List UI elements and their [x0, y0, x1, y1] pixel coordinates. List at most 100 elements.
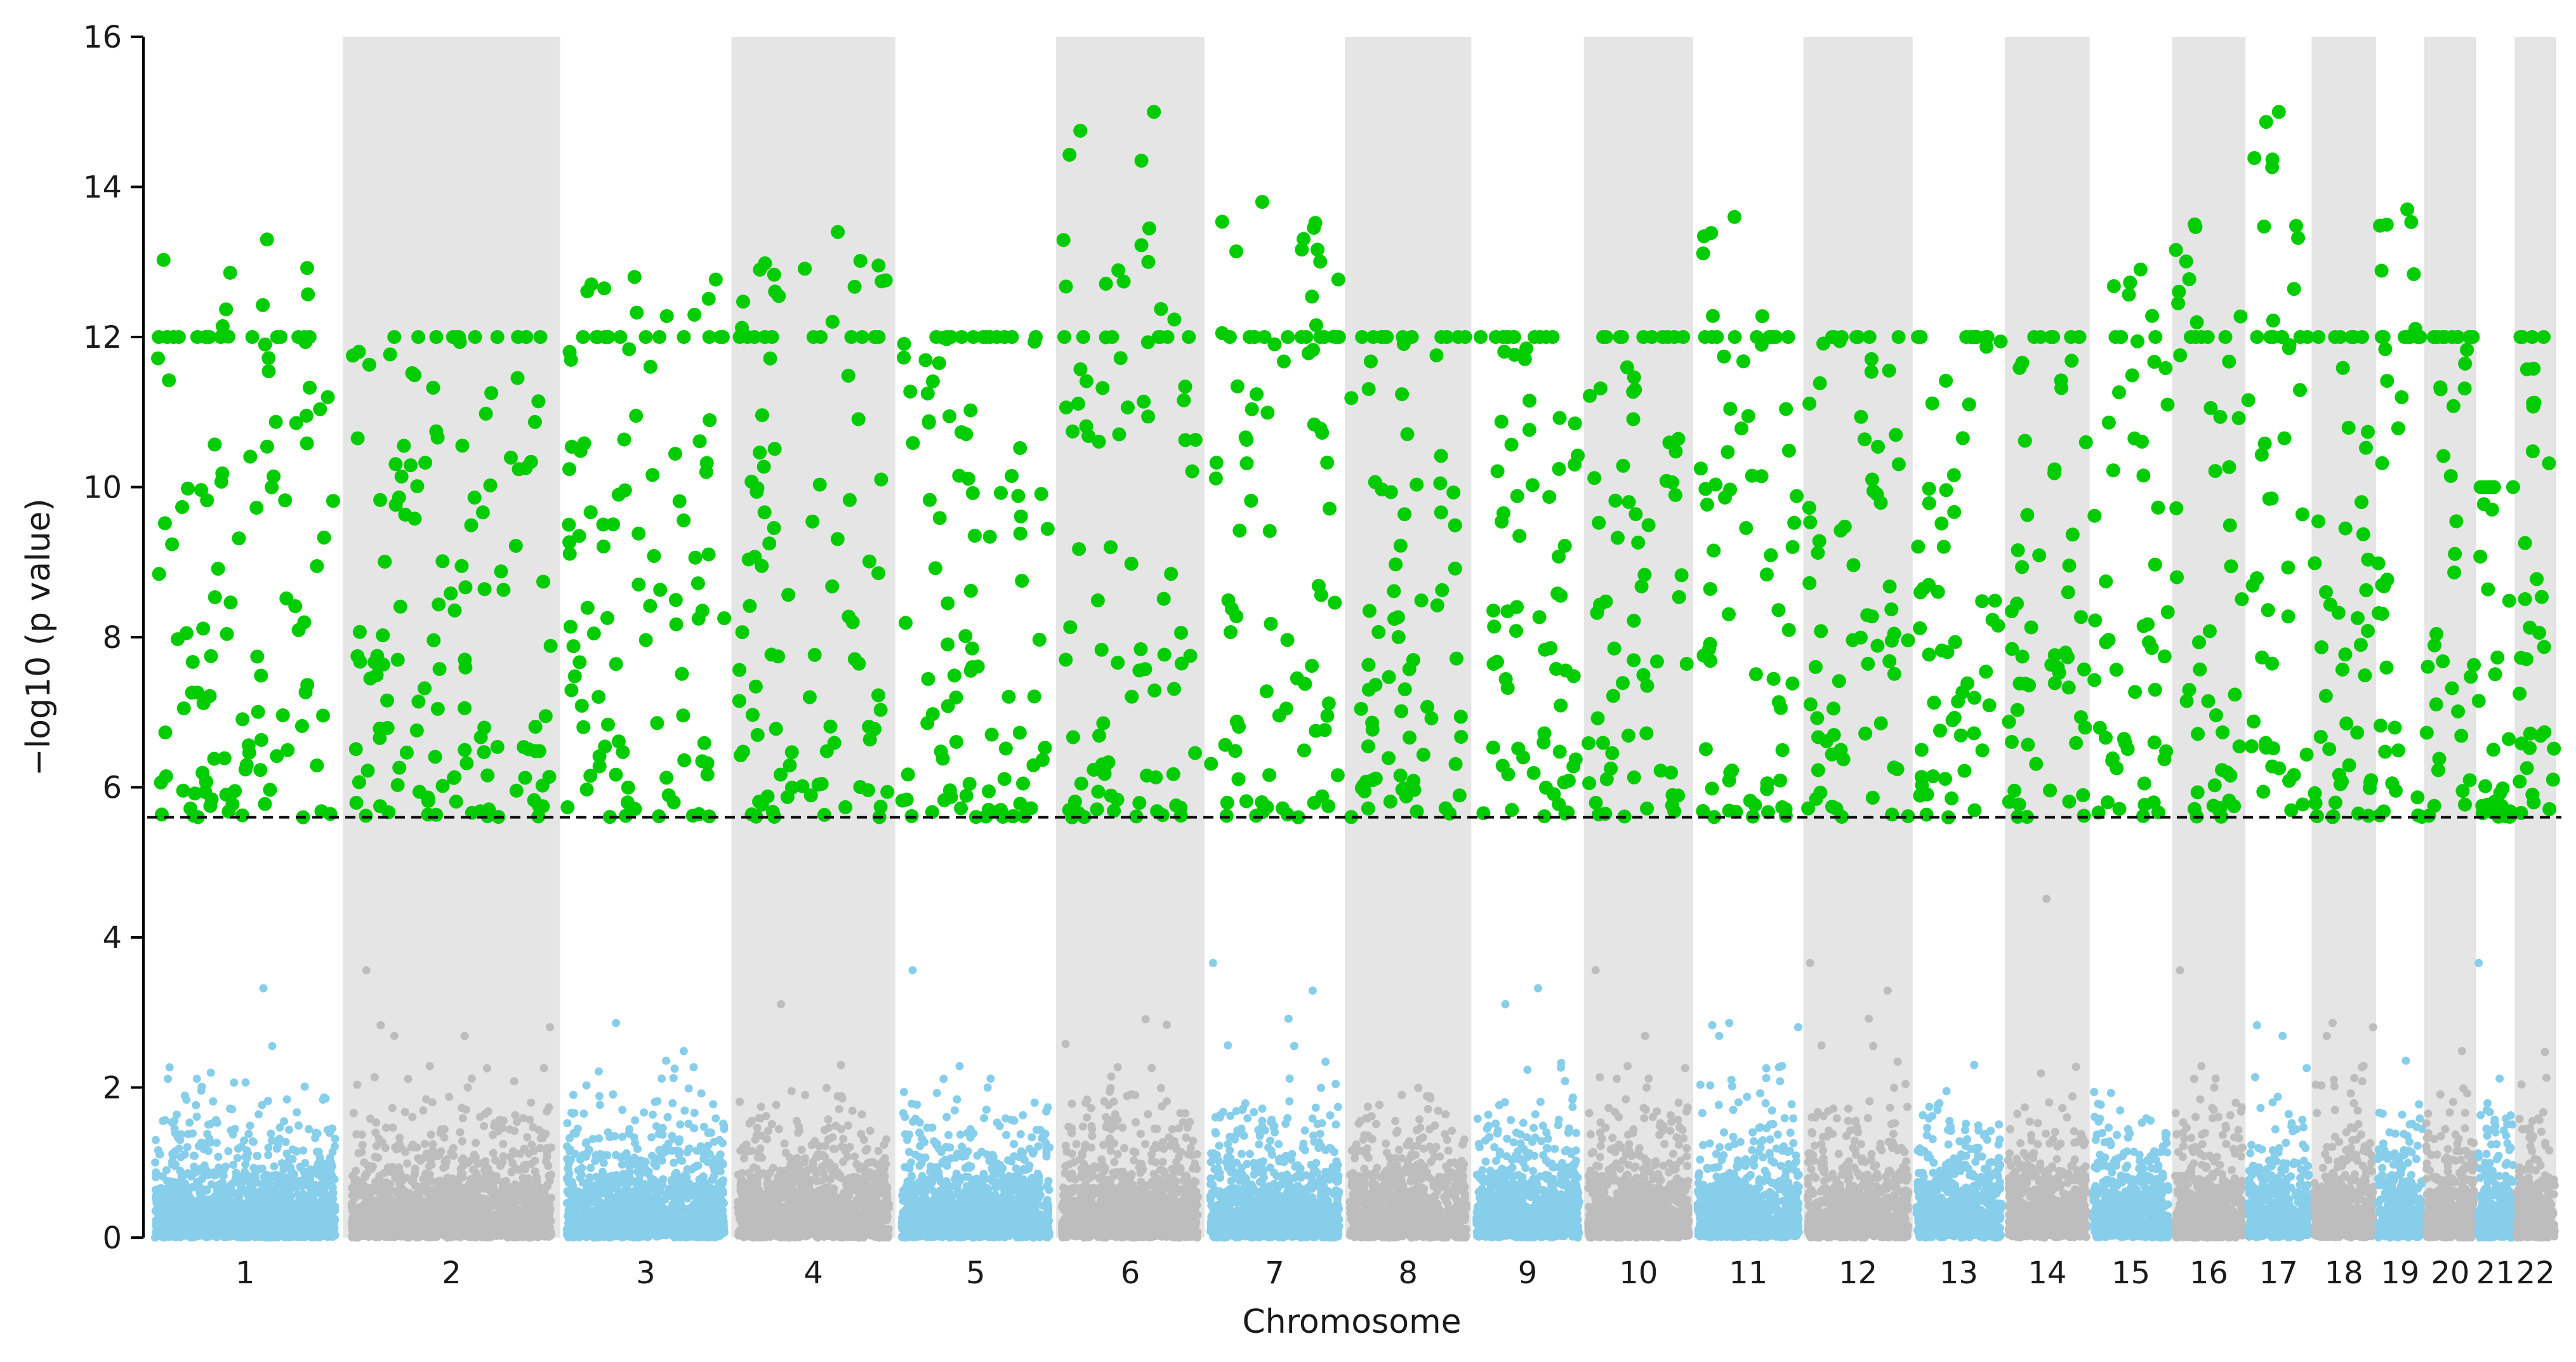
point — [513, 1184, 521, 1192]
point — [430, 1203, 439, 1211]
point — [463, 1083, 472, 1092]
point — [487, 1232, 496, 1240]
point — [197, 1083, 206, 1091]
point — [307, 1165, 315, 1174]
point — [152, 1136, 160, 1144]
point — [458, 1156, 466, 1164]
point — [183, 1143, 192, 1151]
point — [404, 1074, 413, 1083]
point — [527, 1099, 535, 1107]
point — [254, 1110, 263, 1118]
point — [369, 1207, 378, 1215]
point — [409, 1143, 417, 1151]
point — [282, 1229, 290, 1237]
point — [288, 1172, 296, 1180]
point — [265, 1186, 274, 1194]
point — [649, 1111, 657, 1119]
point — [328, 1174, 336, 1182]
point — [569, 1181, 577, 1189]
point — [374, 1231, 383, 1239]
point — [466, 1194, 474, 1203]
point — [193, 1222, 201, 1230]
point — [405, 1212, 413, 1220]
point — [219, 1187, 227, 1196]
point — [206, 1135, 214, 1143]
point — [326, 1156, 334, 1165]
point — [354, 1149, 362, 1158]
point — [285, 1126, 293, 1134]
point — [195, 1142, 203, 1151]
point — [282, 1138, 290, 1146]
point — [174, 1134, 182, 1142]
point — [359, 1141, 367, 1149]
point — [440, 1222, 448, 1230]
point — [523, 1133, 531, 1141]
point — [459, 1220, 468, 1228]
point — [188, 1129, 197, 1137]
point — [178, 1172, 186, 1180]
point — [319, 1095, 327, 1104]
point — [450, 1184, 458, 1193]
point — [386, 1180, 395, 1188]
point — [287, 1221, 295, 1229]
point — [193, 1231, 201, 1240]
point — [421, 1140, 429, 1148]
point — [168, 1199, 176, 1207]
point — [418, 1226, 426, 1234]
point — [247, 1183, 255, 1191]
point — [540, 1064, 548, 1073]
point — [329, 1189, 338, 1197]
point — [181, 1179, 189, 1187]
point — [246, 1193, 254, 1201]
point — [215, 1163, 223, 1172]
point — [450, 1224, 458, 1232]
point — [399, 1175, 407, 1184]
point — [533, 1231, 541, 1240]
point — [371, 1128, 380, 1137]
point — [166, 1177, 175, 1186]
point — [482, 1157, 490, 1165]
point — [193, 1113, 201, 1121]
point — [586, 1164, 595, 1172]
point — [420, 1212, 428, 1220]
point — [474, 1160, 482, 1168]
point — [407, 1233, 416, 1241]
point — [241, 1153, 249, 1161]
point — [509, 1209, 517, 1217]
point — [527, 1160, 535, 1168]
point — [483, 1064, 491, 1073]
point — [240, 1137, 248, 1145]
point — [286, 1193, 294, 1201]
chromosome-band-8 — [1345, 37, 1471, 1238]
point — [162, 1166, 171, 1174]
point — [264, 1097, 272, 1105]
chromosome-band-4 — [731, 37, 895, 1238]
point — [221, 1213, 229, 1221]
point — [312, 1128, 320, 1137]
point — [273, 1174, 281, 1182]
point — [303, 1200, 311, 1208]
point — [190, 1152, 198, 1160]
point — [303, 1228, 312, 1236]
point — [158, 1194, 166, 1202]
point — [503, 1190, 512, 1198]
point — [546, 1023, 554, 1031]
manhattan-plot: 0246810121416 1 2 3 4 5 6 7 8 9 10 11 12 13 14 15 16 17 1… — [0, 0, 2576, 1362]
point — [293, 1147, 301, 1156]
point — [490, 1122, 498, 1130]
point — [207, 1069, 215, 1077]
point — [235, 1179, 243, 1187]
point — [543, 1181, 552, 1189]
point — [270, 1162, 279, 1170]
point — [214, 1153, 222, 1161]
point — [541, 1231, 549, 1240]
chromosome-bands — [343, 37, 2556, 1238]
points-chr-3 — [563, 1019, 729, 1241]
point — [283, 1212, 291, 1220]
point — [428, 1177, 437, 1186]
point — [280, 1117, 288, 1125]
point — [154, 1219, 162, 1227]
point — [229, 1161, 237, 1169]
point — [403, 1160, 411, 1168]
point — [367, 1165, 376, 1173]
